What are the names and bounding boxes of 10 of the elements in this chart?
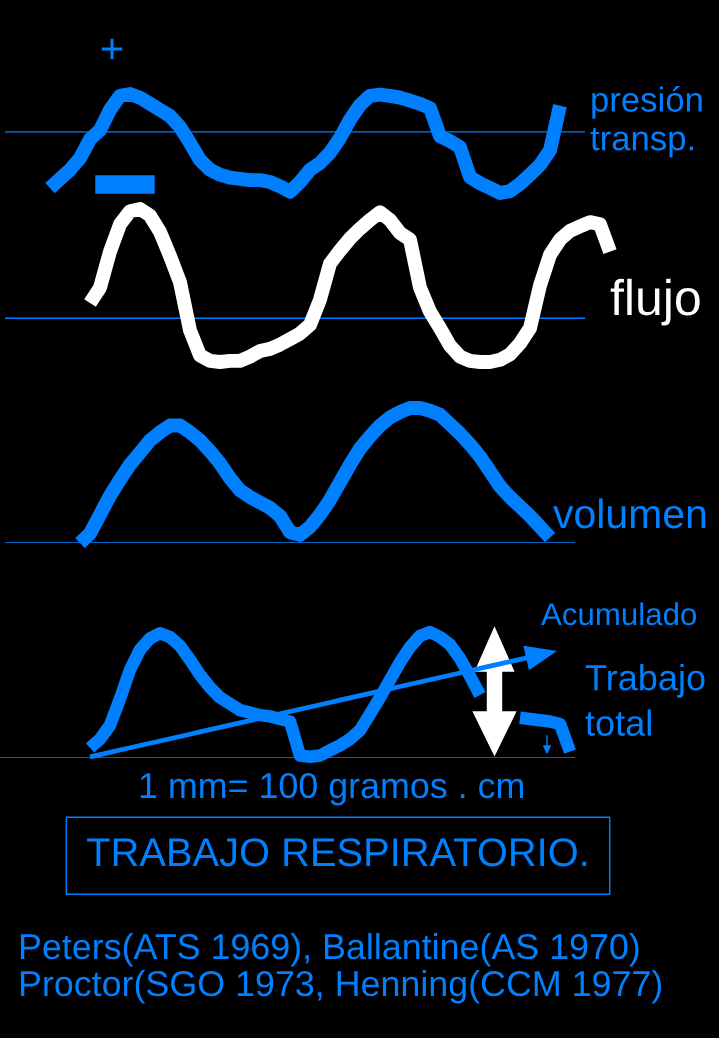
text: + [101,38,123,60]
series-label: volumen [553,498,706,529]
annotation: Trabajo total [585,664,705,736]
text: TRABAJO RESPIRATORIO. [87,838,587,867]
text: Peters(ATS 1969), Ballantine(AS 1970) [20,933,639,967]
series-label: presión transp. [590,86,702,158]
text: 1 mm= 100 gramos . cm [140,772,523,806]
series-label: Acumulado [541,602,697,626]
text: Proctor(SGO 1973, Henning(CCM 1977) [20,970,662,1004]
series-label: flujo [610,278,700,326]
